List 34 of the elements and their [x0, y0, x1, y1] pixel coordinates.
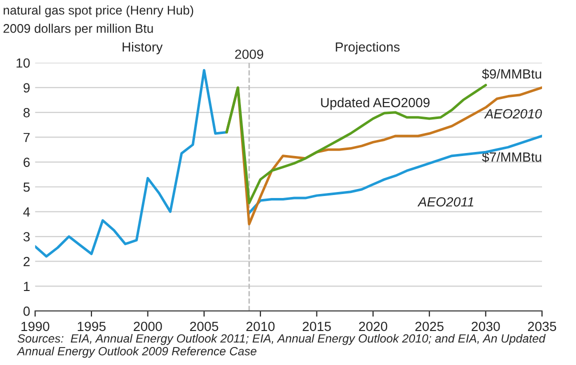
y-tick-label: 8	[24, 108, 30, 118]
text: AEO2011	[417, 197, 474, 207]
x-tick-label: 2025	[415, 322, 444, 332]
source-note: Sources: EIA, Annual Energy Outlook 2011; EIA, Annual Energy Outlook 2010; and EIA, An Updated Annual Energy Outlook 2009 Reference Case	[16, 334, 546, 358]
annotation: $9/MMBtu	[482, 68, 542, 80]
y-axis-title: 2009 dollars per million Btu	[4, 24, 153, 36]
y-tick-label: 2	[24, 256, 30, 266]
y-tick-label: 4	[23, 207, 30, 216]
y-tick-label: 5	[23, 182, 30, 192]
text: Projections	[336, 42, 400, 54]
y-tick-label: 3	[23, 232, 30, 242]
y-tick-label: 10	[16, 58, 30, 68]
x-tick-label: 2005	[190, 322, 218, 332]
x-tick-label: 1995	[78, 322, 106, 332]
line-series	[35, 68, 228, 258]
x-tick-label: 2000	[134, 322, 162, 332]
annotation: $7/MMBtu	[482, 152, 542, 163]
x-tick-label: 2035	[528, 322, 556, 332]
x-tick-label: 2030	[472, 322, 500, 332]
line-series	[248, 134, 542, 214]
series-label: Updated AEO2009	[321, 98, 430, 110]
x-tick-label: 2015	[302, 322, 331, 332]
x-tick-label: 2010	[246, 322, 275, 332]
y-tick-label: 0	[23, 306, 30, 316]
y-tick-label: 9	[24, 83, 30, 93]
y-tick-label: 7	[24, 132, 30, 142]
x-tick-label: 2020	[359, 322, 388, 332]
chart-title: natural gas spot price (Henry Hub)	[4, 5, 194, 18]
series-label: AEO2010	[484, 109, 542, 118]
y-tick-label: 6	[24, 158, 30, 167]
text: History	[122, 42, 163, 54]
x-tick-label: 1990	[21, 322, 50, 332]
ref-line-label: 2009	[235, 50, 264, 59]
y-tick-label: 1	[24, 282, 30, 291]
